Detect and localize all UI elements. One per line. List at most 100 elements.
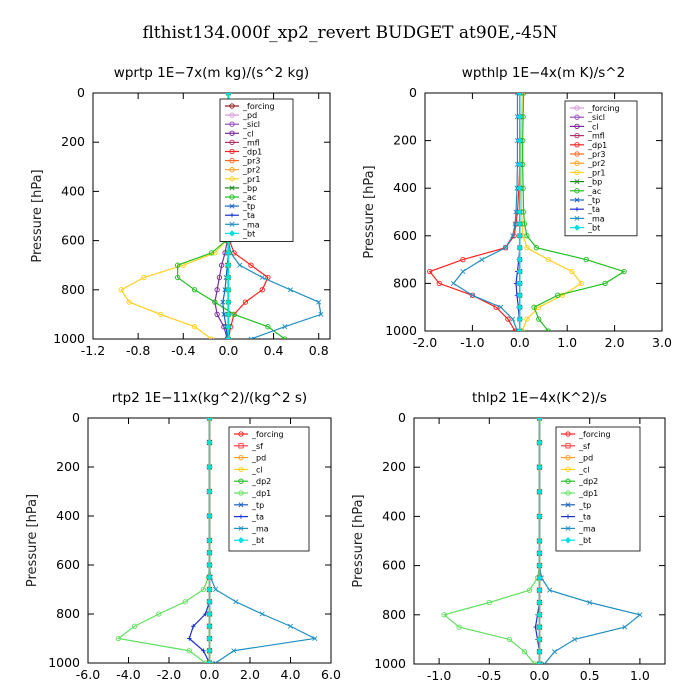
y-tick-label: 800 [393,275,417,290]
series-point [565,478,571,484]
series-point [316,299,322,305]
x-tick-label: 0.5 [580,668,600,683]
series-point [213,660,219,663]
series-point [574,160,580,166]
x-tick-label: -4.0 [116,667,140,682]
series-point [536,574,543,582]
legend-label: _pr3 [242,157,260,166]
series-point [574,114,580,120]
y-tick-label: 200 [393,133,417,148]
panel-title: wprtp 1E−7x(m kg)/(s^2 kg) [114,65,309,81]
series-point [602,280,608,287]
series-point [622,624,628,630]
x-tick-label: -0.8 [126,343,150,358]
series-point [229,167,235,173]
legend-label: _ta [251,513,264,522]
legend-label: _mfl [587,132,605,141]
y-tick-label: 400 [56,508,80,523]
x-tick-label: -1.0 [460,335,484,350]
series-line [522,93,626,331]
series-point [621,268,627,275]
legend-label: _pr2 [587,159,605,168]
series-point [229,157,235,164]
series-point [574,132,580,139]
x-tick-label: 0.0 [200,667,220,682]
series-point [191,624,196,629]
y-tick-label: 1000 [53,331,85,346]
series-point [206,439,213,446]
y-tick-label: 600 [56,557,80,572]
y-tick-label: 200 [382,459,406,474]
series-point [225,274,232,281]
legend-label: _bp [587,178,602,187]
y-axis-label: Pressure [hPa] [30,169,45,262]
series-point [516,304,523,311]
chart-panel: wpthlp 1E−4x(m K)/s^2 Pressure [hPa] -2.0 -… [362,65,672,350]
series-point [238,478,244,484]
x-tick-label: -0.5 [477,668,501,683]
legend-label: _bp [242,184,257,193]
series-point [214,287,220,293]
series-point [229,112,235,118]
x-tick-label: 1.0 [630,668,650,683]
series-point [524,233,530,239]
series-point [516,244,523,251]
series-point [229,130,235,136]
legend-label: _bt [242,229,255,238]
series-point [545,328,551,331]
y-tick-label: 400 [61,183,85,198]
y-tick-label: 800 [61,282,85,297]
series-point [312,635,318,642]
y-tick-label: 0 [72,410,80,425]
series-point [248,262,254,268]
series-point [206,635,213,642]
series-point [238,431,244,437]
y-tick-label: 400 [382,508,406,523]
legend-label: _ta [578,513,591,522]
series-point [265,324,271,330]
series-point [545,256,551,263]
series-point [574,142,580,148]
series-point [510,233,516,239]
series-point [206,512,213,520]
series-point [206,488,213,495]
series-point [436,280,442,287]
legend-label: _ta [242,211,255,220]
series-point [229,176,235,182]
series-point [200,586,207,593]
series-point [516,161,523,168]
legend-label: _pr3 [587,150,605,159]
series-point [174,274,181,281]
series-point [216,274,223,281]
series-point [115,635,122,642]
series-point [206,647,213,654]
series-line [520,93,583,331]
series-point [174,262,181,268]
series-point [158,311,164,318]
legend-label: _sicl [587,113,605,122]
series-point [229,148,235,155]
legend-label: _cl [587,122,599,131]
series-point [229,139,235,146]
series-point [225,298,232,306]
x-tick-label: -2.0 [157,667,181,682]
y-tick-label: 1000 [385,323,417,338]
x-tick-label: -1.2 [81,343,105,358]
series-point [516,327,523,331]
y-tick-label: 1000 [374,656,406,671]
series-point [238,490,244,496]
legend-label: _ma [242,220,260,229]
legend-label: _pd [578,454,593,463]
x-tick-label: 0.4 [264,343,284,358]
y-tick-label: 800 [56,606,80,621]
y-axis-label: Pressure [hPa] [25,494,40,587]
series-point [574,123,580,130]
chart-panel: wprtp 1E−7x(m kg)/(s^2 kg) Pressure [hPa]… [30,65,331,358]
series-point [536,488,543,495]
series-point [469,292,476,298]
series-point [229,185,235,191]
legend-label: _dp1 [251,489,271,498]
legend-label: _bt [587,224,600,233]
legend-label: _forcing [587,104,620,113]
series-point [212,299,218,305]
